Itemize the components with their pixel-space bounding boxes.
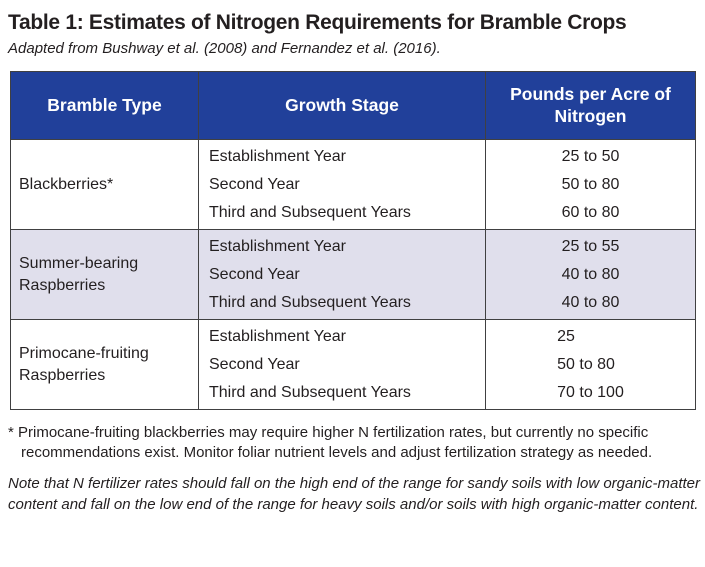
pounds-per-acre-cell: 25 to 50 50 to 80 60 to 80 [485, 139, 696, 231]
pounds-value-block: 25 to 55 40 to 80 40 to 80 [562, 233, 620, 317]
pounds-value-line: 40 to 80 [561, 265, 620, 283]
pounds-value-line: 25 [557, 327, 575, 345]
pounds-value-block: 25 50 to 80 70 to 100 [557, 323, 624, 407]
table-row-blackberries: Blackberries* Establishment Year Second … [10, 139, 696, 231]
table-source-citation: Adapted from Bushway et al. (2008) and F… [8, 40, 441, 58]
table-row-summer-bearing-raspberries: Summer-bearing Raspberries Establishment… [10, 229, 696, 321]
pounds-per-acre-cell: 25 to 55 40 to 80 40 to 80 [485, 229, 696, 321]
column-header-pounds-per-acre: Pounds per Acre of Nitrogen [485, 71, 696, 141]
growth-stage-line: Establishment Year [209, 237, 346, 255]
growth-stage-cell: Establishment Year Second Year Third and… [198, 139, 486, 231]
pounds-value-line: 25 to 55 [561, 237, 620, 255]
column-header-growth-stage: Growth Stage [198, 71, 486, 141]
growth-stage-cell: Establishment Year Second Year Third and… [198, 319, 486, 411]
growth-stage-line: Third and Subsequent Years [209, 383, 411, 401]
pounds-value-block: 25 to 50 50 to 80 60 to 80 [562, 143, 620, 227]
table-row-primocane-fruiting-raspberries: Primocane-fruiting Raspberries Establish… [10, 319, 696, 411]
growth-stage-line: Second Year [209, 265, 300, 283]
column-header-bramble-type: Bramble Type [10, 71, 199, 141]
growth-stage-line: Second Year [209, 175, 300, 193]
growth-stage-line: Second Year [209, 355, 300, 373]
pounds-value-line: 70 to 100 [557, 383, 624, 401]
asterisk-footnote: * Primocane-fruiting blackberries may re… [8, 424, 653, 462]
growth-stage-line: Third and Subsequent Years [209, 293, 411, 311]
bramble-type-cell: Summer-bearing Raspberries [10, 229, 199, 321]
table-header-row: Bramble Type Growth Stage Pounds per Acr… [10, 71, 696, 141]
growth-stage-line: Establishment Year [209, 327, 346, 345]
pounds-value-line: 50 to 80 [561, 175, 620, 193]
pounds-value-line: 25 to 50 [561, 147, 620, 165]
pounds-value-line: 40 to 80 [561, 293, 620, 311]
pounds-value-line: 60 to 80 [561, 203, 620, 221]
bramble-type-cell: Primocane-fruiting Raspberries [10, 319, 199, 411]
pounds-per-acre-cell: 25 50 to 80 70 to 100 [485, 319, 696, 411]
growth-stage-cell: Establishment Year Second Year Third and… [198, 229, 486, 321]
growth-stage-line: Establishment Year [209, 147, 346, 165]
fertilizer-rate-note: Note that N fertilizer rates should fall… [8, 474, 701, 513]
table-title: Table 1: Estimates of Nitrogen Requireme… [8, 11, 627, 34]
pounds-value-line: 50 to 80 [557, 355, 615, 373]
bramble-type-cell: Blackberries* [10, 139, 199, 231]
growth-stage-line: Third and Subsequent Years [209, 203, 411, 221]
nitrogen-requirements-table: Bramble Type Growth Stage Pounds per Acr… [10, 71, 696, 411]
